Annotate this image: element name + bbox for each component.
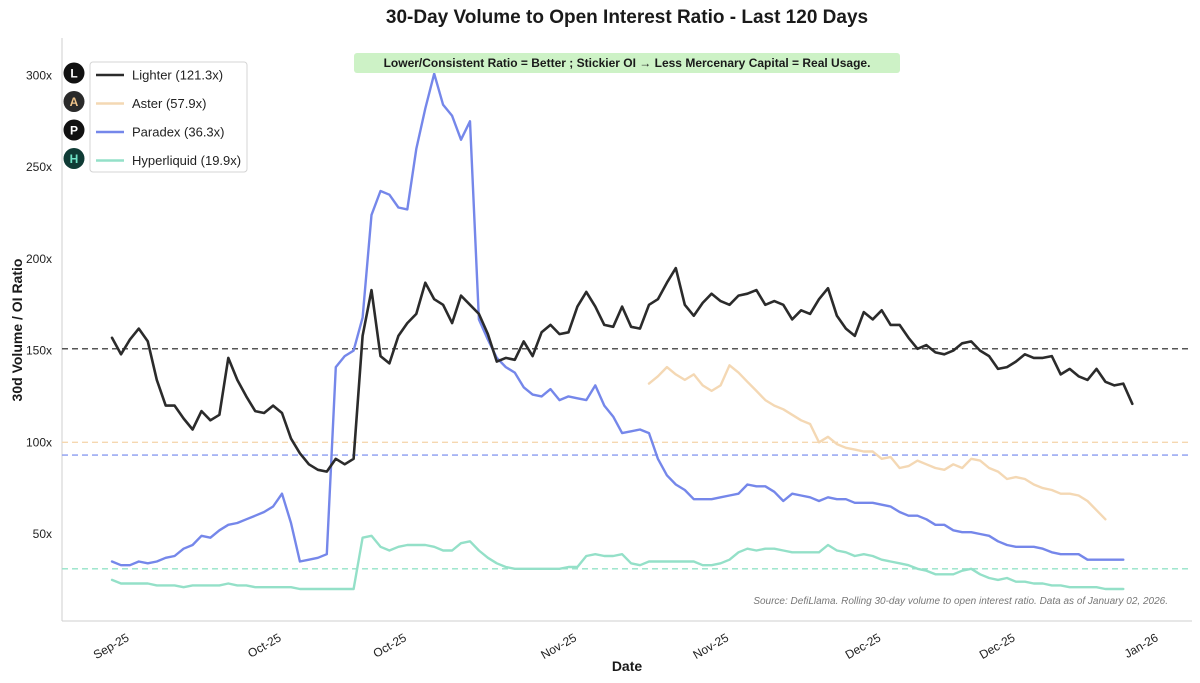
y-tick-label-250: 250x	[26, 160, 52, 174]
svg-text:L: L	[70, 67, 77, 81]
y-axis-ticks: 50x 100x 150x 200x 250x 300x	[26, 69, 52, 542]
hyperliquid-logo-icon: H	[63, 148, 85, 169]
legend-icons: LA PH	[63, 62, 85, 169]
series-lines	[110, 72, 1134, 591]
x-tick-label-0: Sep-25	[91, 630, 132, 662]
series-line-hyperliquid	[110, 534, 1125, 591]
x-tick-label-5: Dec-25	[843, 630, 884, 662]
x-tick-label-1: Oct-25	[245, 630, 283, 660]
series-line-paradex	[110, 72, 1125, 567]
x-axis-label: Date	[612, 658, 643, 674]
x-tick-label-3: Nov-25	[538, 630, 579, 662]
y-tick-label-100: 100x	[26, 435, 52, 449]
series-line-aster	[647, 364, 1107, 521]
lighter-logo-icon: L	[63, 62, 85, 84]
legend: Lighter (121.3x) Aster (57.9x) Paradex (36…	[89, 61, 248, 173]
x-tick-label-7: Jan-26	[1122, 630, 1161, 661]
aster-logo-icon: A	[63, 91, 85, 112]
legend-label-aster: Aster (57.9x)	[132, 96, 206, 111]
series-line-lighter	[110, 266, 1134, 473]
chart-title: 30-Day Volume to Open Interest Ratio - L…	[386, 7, 868, 28]
paradex-logo-icon: P	[63, 119, 85, 141]
y-tick-label-150: 150x	[26, 344, 52, 358]
annotation-text: Lower/Consistent Ratio = Better ; Sticki…	[384, 56, 871, 70]
legend-label-hyperliquid: Hyperliquid (19.9x)	[132, 153, 241, 168]
x-tick-label-6: Dec-25	[977, 630, 1018, 662]
legend-label-paradex: Paradex (36.3x)	[132, 125, 225, 140]
annotation-banner: Lower/Consistent Ratio = Better ; Sticki…	[354, 53, 900, 73]
x-tick-label-4: Nov-25	[690, 630, 731, 662]
svg-text:H: H	[70, 152, 79, 166]
x-tick-label-2: Oct-25	[371, 630, 409, 660]
reference-lines	[62, 348, 1192, 570]
y-axis-label: 30d Volume / OI Ratio	[9, 259, 25, 402]
y-tick-label-300: 300x	[26, 69, 52, 83]
legend-label-lighter: Lighter (121.3x)	[132, 68, 223, 83]
plot-frame	[61, 38, 1192, 622]
svg-text:A: A	[70, 95, 79, 109]
source-note: Source: DefiLlama. Rolling 30-day volume…	[753, 596, 1168, 607]
svg-text:P: P	[70, 124, 78, 138]
y-tick-label-200: 200x	[26, 252, 52, 266]
y-tick-label-50: 50x	[33, 527, 52, 541]
